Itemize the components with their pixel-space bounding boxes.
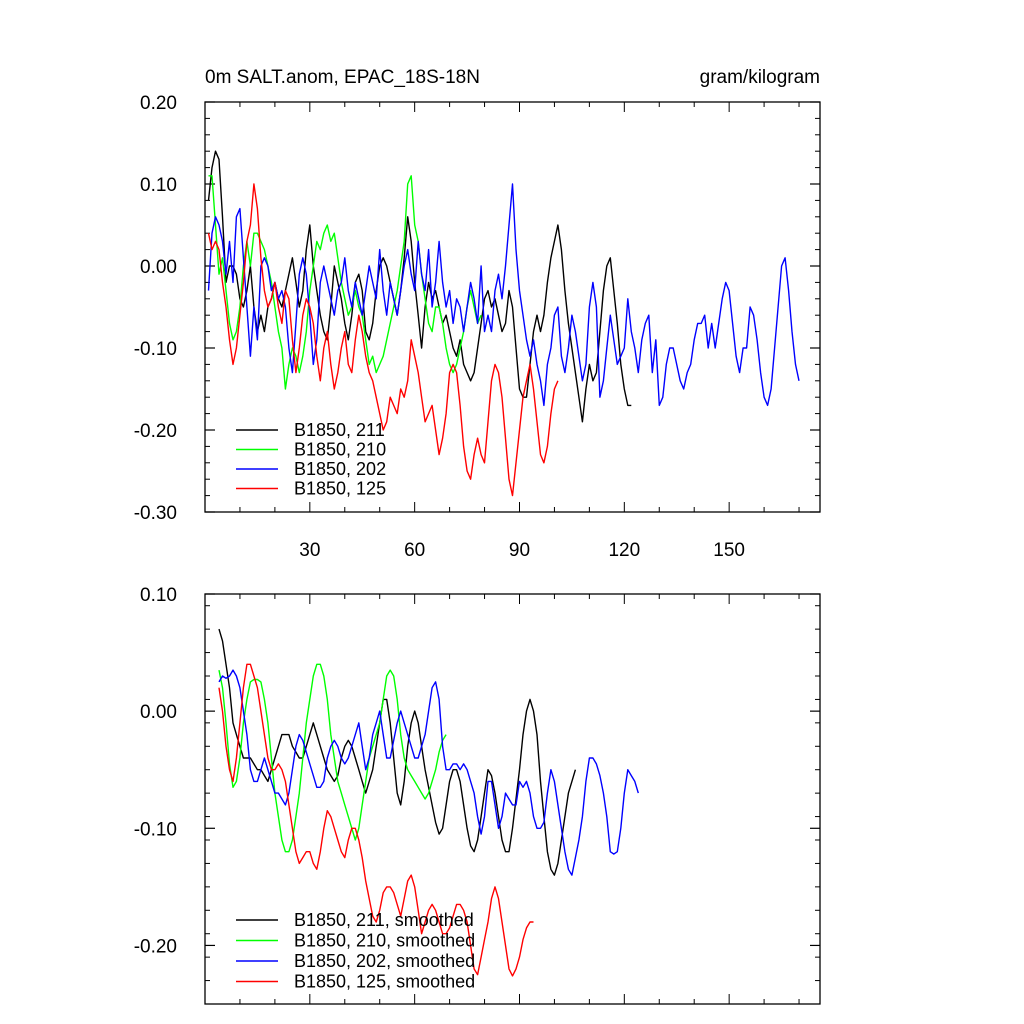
series-line-4 [218,663,534,977]
series-line-1 [218,628,577,876]
bottom-plot-frame [204,593,821,1005]
legend-label: B1850, 210, smoothed [294,931,475,951]
y-tick-label: 0.10 [140,175,177,196]
series-line-2 [208,175,482,390]
legend-label: B1850, 202 [294,459,386,479]
top-plot-frame [204,101,821,513]
x-tick-label: 150 [713,540,745,561]
y-tick-label: -0.10 [134,819,177,840]
y-tick-label: 0.10 [140,585,177,606]
legend-label: B1850, 211, smoothed [294,910,474,930]
y-tick-label: 0.00 [140,702,177,723]
bottom-axes: 0.10 0.00 -0.10 -0.20 [134,585,820,1005]
x-tick-label: 60 [404,540,425,561]
series-line-3 [207,183,800,407]
y-tick-label: -0.20 [134,421,177,442]
series-line-1 [207,150,632,423]
chart-title: 0m SALT.anom, EPAC_18S-18N [205,67,480,88]
bottom-series-lines [218,628,639,977]
y-tick-label: -0.20 [134,936,177,957]
legend-label: B1850, 211 [294,420,385,440]
legend-label: B1850, 125 [294,479,386,499]
x-tick-label: 120 [608,540,640,561]
y-tick-label: -0.10 [134,339,177,360]
top-series-lines [207,150,800,497]
y-tick-label: -0.30 [134,503,177,524]
series-line-2 [218,663,447,853]
y-tick-label: 0.00 [140,257,177,278]
series-line-4 [207,183,559,497]
legend-label: B1850, 202, smoothed [294,951,475,971]
y-tick-label: 0.20 [140,93,177,114]
bottom-panel: 0.100.00-0.10-0.20 B1850, 211, smoothedB… [134,585,821,1005]
legend-label: B1850, 125, smoothed [294,972,475,992]
series-line-3 [218,669,639,876]
legend-label: B1850, 210 [294,440,386,460]
top-panel: 0m SALT.anom, EPAC_18S-18N gram/kilogram… [134,67,821,561]
x-tick-label: 30 [299,540,320,561]
x-tick-label: 90 [509,540,530,561]
units-label: gram/kilogram [700,67,820,88]
